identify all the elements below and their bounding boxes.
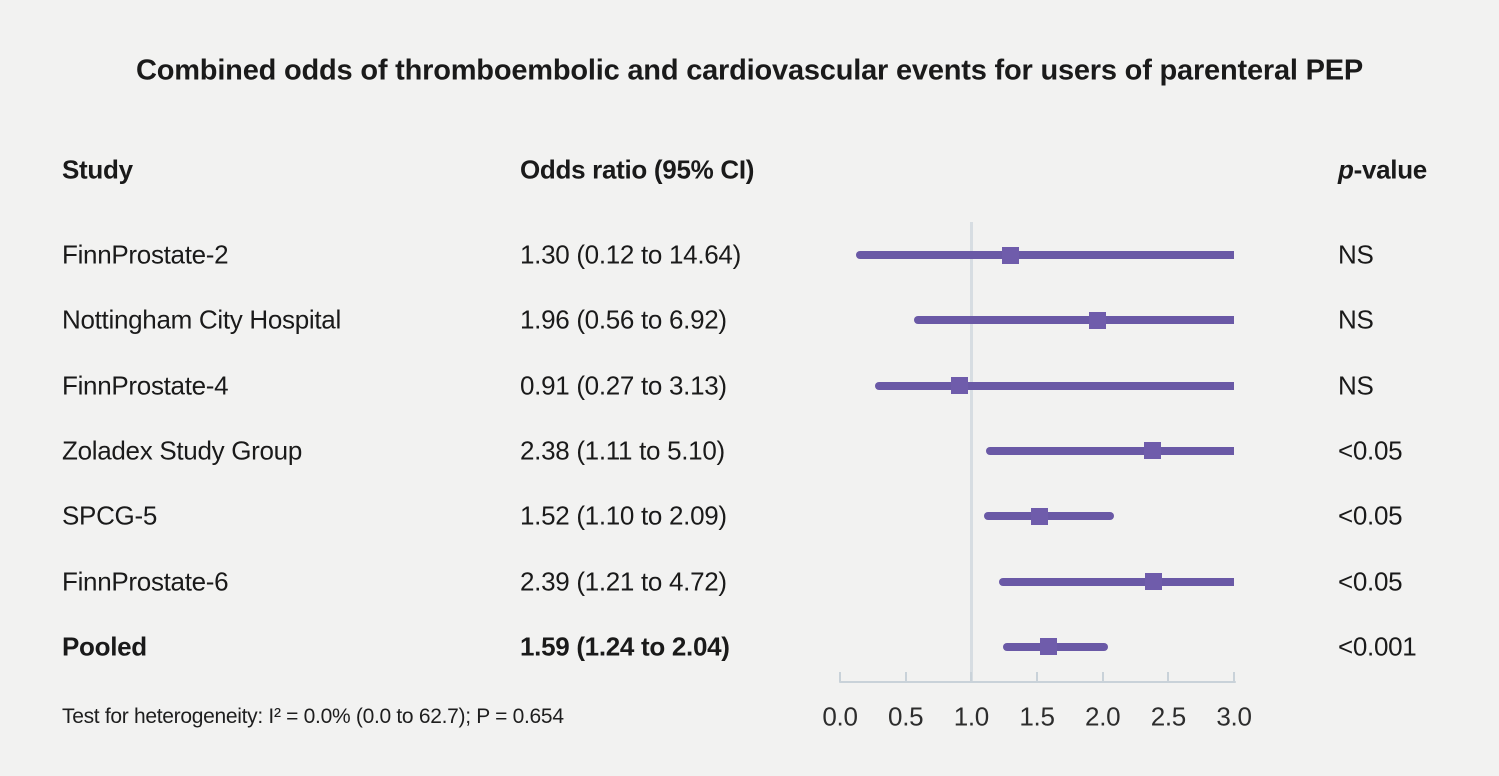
- p-value: <0.001: [1338, 631, 1417, 662]
- x-axis-tick: [1101, 672, 1104, 682]
- estimate-marker: [951, 377, 968, 395]
- study-label: FinnProstate-6: [62, 566, 229, 597]
- reference-line-at-1: [970, 222, 973, 682]
- x-axis-tick-label: 0.5: [888, 701, 924, 732]
- study-label: FinnProstate-2: [62, 239, 229, 270]
- odds-ratio-value: 1.52 (1.10 to 2.09): [520, 500, 727, 531]
- estimate-marker: [1144, 442, 1162, 460]
- p-value: <0.05: [1338, 435, 1403, 466]
- odds-ratio-value: 1.59 (1.24 to 2.04): [520, 631, 730, 662]
- study-label: Nottingham City Hospital: [62, 304, 341, 335]
- confidence-interval-line: [985, 446, 1234, 455]
- column-header-odds-ratio: Odds ratio (95% CI): [520, 154, 755, 185]
- x-axis-tick: [839, 672, 841, 682]
- x-axis-tick-label: 2.0: [1085, 701, 1121, 732]
- estimate-marker: [1002, 246, 1020, 264]
- column-header-p-value: p-value: [1338, 155, 1427, 186]
- p-value: <0.05: [1338, 566, 1403, 597]
- study-label: FinnProstate-4: [62, 370, 229, 401]
- estimate-marker: [1040, 638, 1058, 656]
- p-value: <0.05: [1338, 500, 1403, 531]
- x-axis-line: [839, 681, 1236, 683]
- x-axis-tick-label: 2.5: [1150, 701, 1187, 732]
- x-axis-tick-label: 0.0: [822, 701, 858, 732]
- p-value: NS: [1338, 239, 1374, 270]
- confidence-interval-line: [913, 316, 1234, 325]
- odds-ratio-value: 1.30 (0.12 to 14.64): [520, 239, 741, 270]
- x-axis-tick: [1035, 672, 1038, 682]
- confidence-interval-line: [984, 512, 1115, 521]
- p-value-header-rest: -value: [1353, 154, 1428, 185]
- x-axis-tick: [1167, 672, 1170, 682]
- x-axis-tick: [970, 672, 973, 682]
- odds-ratio-value: 1.96 (0.56 to 6.92): [520, 304, 727, 335]
- study-label: Pooled: [62, 631, 147, 662]
- p-value-header-italic-p: p: [1338, 154, 1354, 185]
- p-value: NS: [1338, 370, 1374, 401]
- confidence-interval-line: [998, 577, 1234, 586]
- study-label: SPCG-5: [62, 500, 158, 531]
- odds-ratio-value: 2.39 (1.21 to 4.72): [520, 566, 727, 597]
- estimate-marker: [1145, 573, 1163, 591]
- odds-ratio-value: 0.91 (0.27 to 3.13): [520, 370, 727, 401]
- heterogeneity-note: Test for heterogeneity: I² = 0.0% (0.0 t…: [62, 705, 564, 728]
- x-axis-tick-label: 1.0: [953, 701, 990, 732]
- x-axis-tick-label: 3.0: [1216, 701, 1252, 732]
- chart-title: Combined odds of thromboembolic and card…: [135, 54, 1364, 87]
- estimate-marker: [1088, 311, 1106, 329]
- confidence-interval-line: [855, 251, 1234, 259]
- confidence-interval-line: [875, 381, 1234, 390]
- x-axis-tick: [1232, 672, 1235, 682]
- x-axis-tick: [904, 672, 907, 682]
- column-header-study: Study: [62, 154, 133, 185]
- study-label: Zoladex Study Group: [62, 435, 302, 466]
- estimate-marker: [1031, 507, 1049, 525]
- p-value: NS: [1338, 304, 1374, 335]
- x-axis-tick-label: 1.5: [1019, 701, 1055, 732]
- odds-ratio-value: 2.38 (1.11 to 5.10): [520, 435, 725, 466]
